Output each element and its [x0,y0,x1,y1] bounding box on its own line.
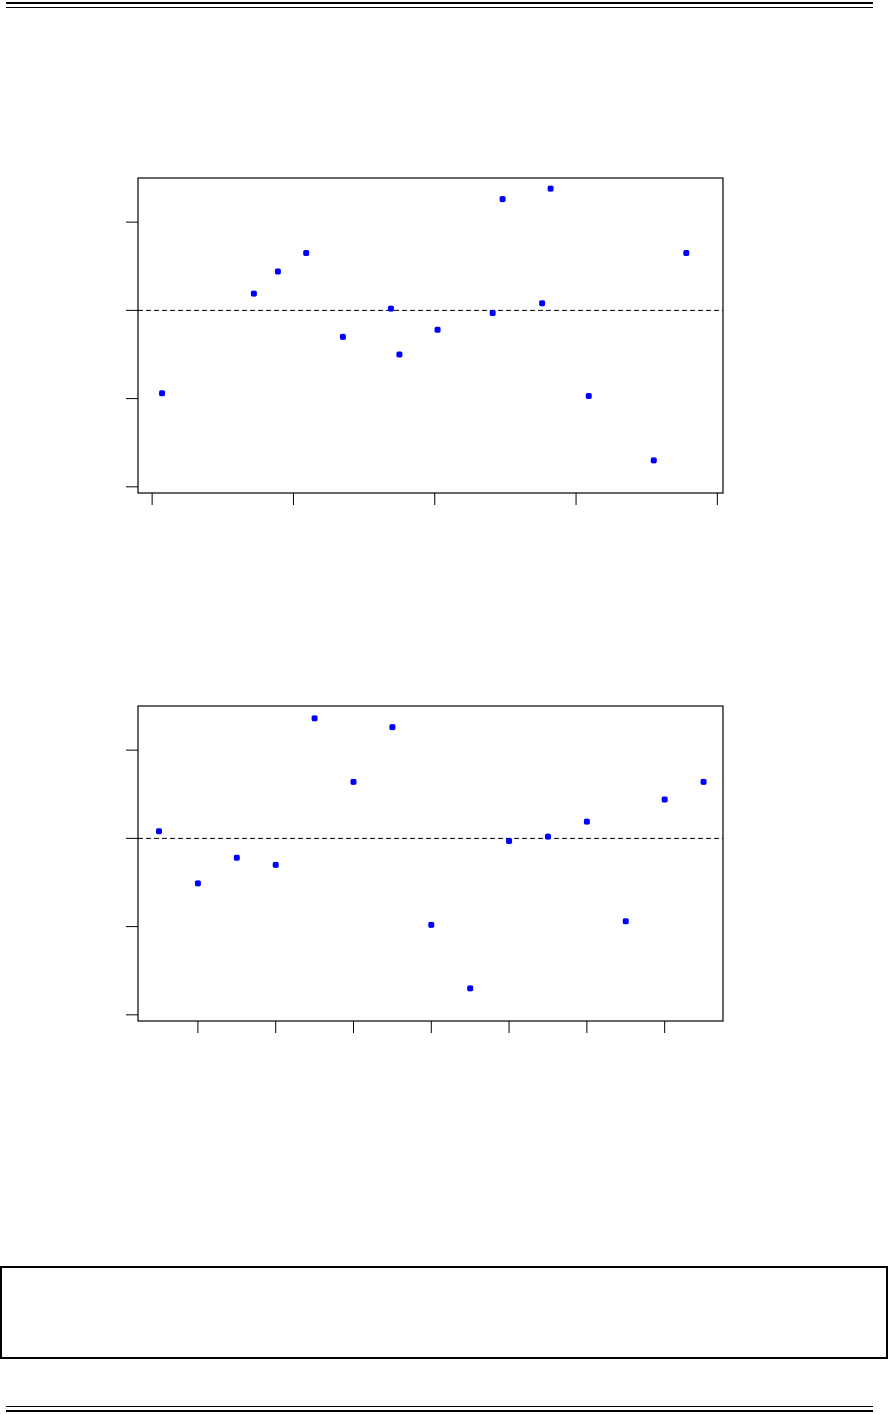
data-point [233,854,240,861]
data-point [661,796,668,803]
empty-text-box [0,1266,888,1359]
data-point [547,185,554,192]
data-point [311,715,318,722]
data-point [650,457,657,464]
data-point [700,778,707,785]
data-point [544,833,551,840]
data-point [428,921,435,928]
data-point [274,268,281,275]
data-point [499,196,506,203]
plot-frame-2 [137,705,724,1022]
data-point [350,778,357,785]
plot-frame-1 [137,177,724,494]
header-rule-bottom [6,7,873,8]
data-point [622,918,629,925]
data-point [339,333,346,340]
data-point [489,310,496,316]
data-point [303,250,310,256]
header-rule-top [6,2,873,4]
data-point [250,290,257,297]
data-point [156,828,163,835]
data-point [539,300,546,307]
data-point [583,818,590,825]
footer-rule-bottom [6,1410,873,1412]
footer-rule-top [6,1406,873,1407]
data-point [506,838,513,844]
data-point [396,351,403,358]
data-point [683,250,690,256]
data-point [585,392,592,399]
data-point [467,985,474,992]
data-point [387,305,394,312]
data-point [389,724,396,731]
data-point [194,880,201,887]
data-point [159,390,166,397]
data-point [434,326,441,333]
data-point [272,861,279,868]
